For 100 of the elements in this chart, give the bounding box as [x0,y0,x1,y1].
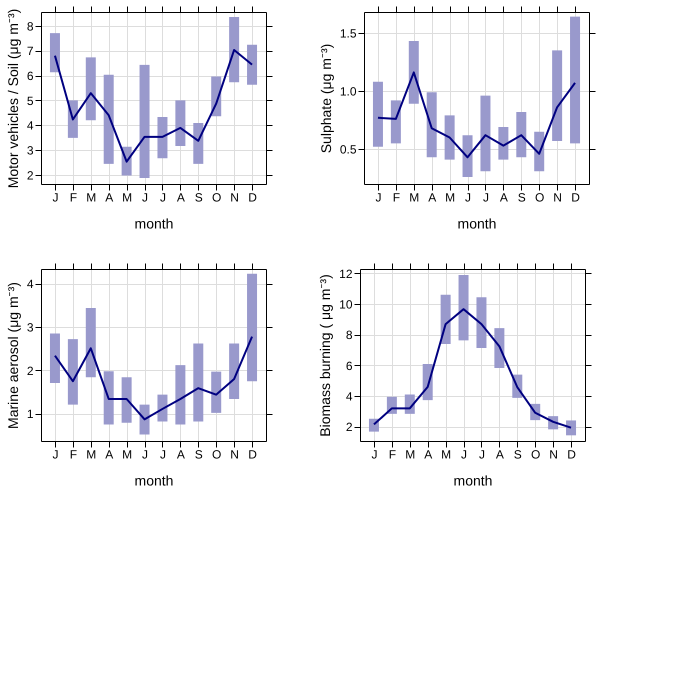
y-tick-label: 12 [339,266,353,281]
line-series [376,71,576,158]
x-tick-label: D [248,190,258,204]
y-tick-label: 2 [346,420,353,434]
x-tick-label: J [482,190,489,204]
x-tick-label: A [105,448,114,462]
y-tick-label: 0.5 [340,142,357,157]
bar [498,127,508,160]
y-tick-label: 10 [339,297,353,312]
bar [516,112,526,158]
bar [480,96,490,172]
x-tick-label: A [424,448,432,462]
x-tick-label: J [465,190,472,204]
bar [104,371,114,425]
x-tick-label: A [500,190,508,204]
bar [570,16,580,144]
bar [229,16,240,82]
bar [426,92,437,158]
y-tick-label: 6 [346,358,353,373]
x-tick-label: N [230,448,239,462]
y-tick-label: 2 [26,168,34,182]
x-tick-label: O [535,190,544,204]
x-tick-label: S [518,190,526,204]
x-tick-label: D [248,448,258,462]
x-axis-title: month [458,216,496,232]
bar [462,135,473,178]
bar [458,274,469,340]
x-tick-label: M [445,190,456,204]
x-tick-label: J [461,448,468,462]
bar [193,344,204,422]
y-tick-label: 8 [26,19,34,34]
y-axis-title: Sulphate (μg m⁻³) [318,44,334,154]
bar [175,365,186,425]
x-tick-label: F [388,448,396,462]
bar [211,372,222,413]
x-tick-label: D [567,448,576,462]
bar [229,344,240,399]
bar [247,274,258,382]
bar [104,74,114,164]
x-tick-label: M [405,448,416,462]
bar [408,41,419,104]
x-tick-label: J [478,448,485,462]
x-tick-label: J [52,448,58,462]
bar [444,115,455,160]
x-tick-label: M [122,190,132,204]
y-tick-label: 1 [26,407,34,422]
bar [140,404,150,434]
bar [140,64,150,178]
bar [50,33,60,72]
y-tick-label: 4 [26,118,34,133]
x-tick-label: N [549,448,558,462]
bar [68,339,78,405]
x-tick-label: J [142,190,148,204]
x-tick-label: M [86,448,96,462]
x-tick-label: F [392,190,400,204]
bar [157,116,168,158]
y-tick-label: 3 [26,320,34,335]
line-series [372,308,572,429]
x-axis-title: month [134,472,174,488]
x-tick-label: J [371,448,378,462]
y-axis-title: Marine aerosol (μg m⁻³) [4,282,21,429]
x-tick-label: A [176,448,185,462]
y-tick-label: 5 [26,94,34,108]
y-tick-label: 4 [26,277,34,292]
bar [157,394,168,422]
x-tick-label: M [441,448,452,462]
x-tick-label: A [496,448,504,462]
x-tick-label: F [70,448,78,462]
y-tick-label: 6 [26,69,34,84]
bar [122,377,132,423]
x-tick-label: A [176,190,185,204]
bar [175,100,186,146]
x-axis-title: month [134,216,174,232]
y-axis-title: Biomass burning ( μg m⁻³) [317,274,334,437]
x-tick-label: M [122,448,132,462]
x-tick-label: D [571,190,580,204]
bar [390,100,401,144]
bar [566,420,576,436]
bar [193,122,204,164]
bar [86,57,96,120]
bar [247,44,258,85]
x-tick-label: N [553,190,562,204]
line-series [54,336,254,420]
x-tick-label: A [105,190,114,204]
x-tick-label: A [428,190,436,204]
y-tick-label: 7 [26,44,34,58]
x-tick-label: S [194,190,203,204]
bar [552,50,562,141]
x-tick-label: O [212,448,222,462]
x-tick-label: J [160,190,166,204]
x-tick-label: O [531,448,540,462]
y-tick-label: 3 [26,143,34,158]
y-tick-label: 4 [346,390,353,404]
y-tick-label: 1.5 [340,26,357,40]
line-series [54,48,254,163]
x-tick-label: M [409,190,420,204]
x-tick-label: S [194,448,203,462]
bar [86,308,96,378]
bar [372,82,383,147]
y-tick-label: 8 [346,328,353,342]
